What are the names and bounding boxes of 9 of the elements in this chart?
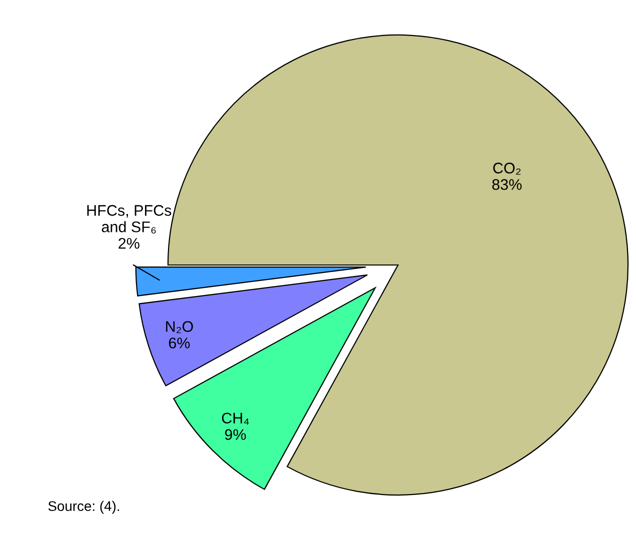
source-note: Source: (4). [48,500,119,514]
data-label: 6% [168,338,190,348]
data-label: 83% [492,179,522,190]
slice-label: HFCs, PFCs and SF₆ [87,205,172,234]
slice-label: N₂O [166,321,193,334]
data-label: 9% [225,429,246,440]
data-label: 2% [118,238,140,249]
slice-label: CH₄ [222,412,249,425]
slice-label: CO₂ [493,162,521,175]
